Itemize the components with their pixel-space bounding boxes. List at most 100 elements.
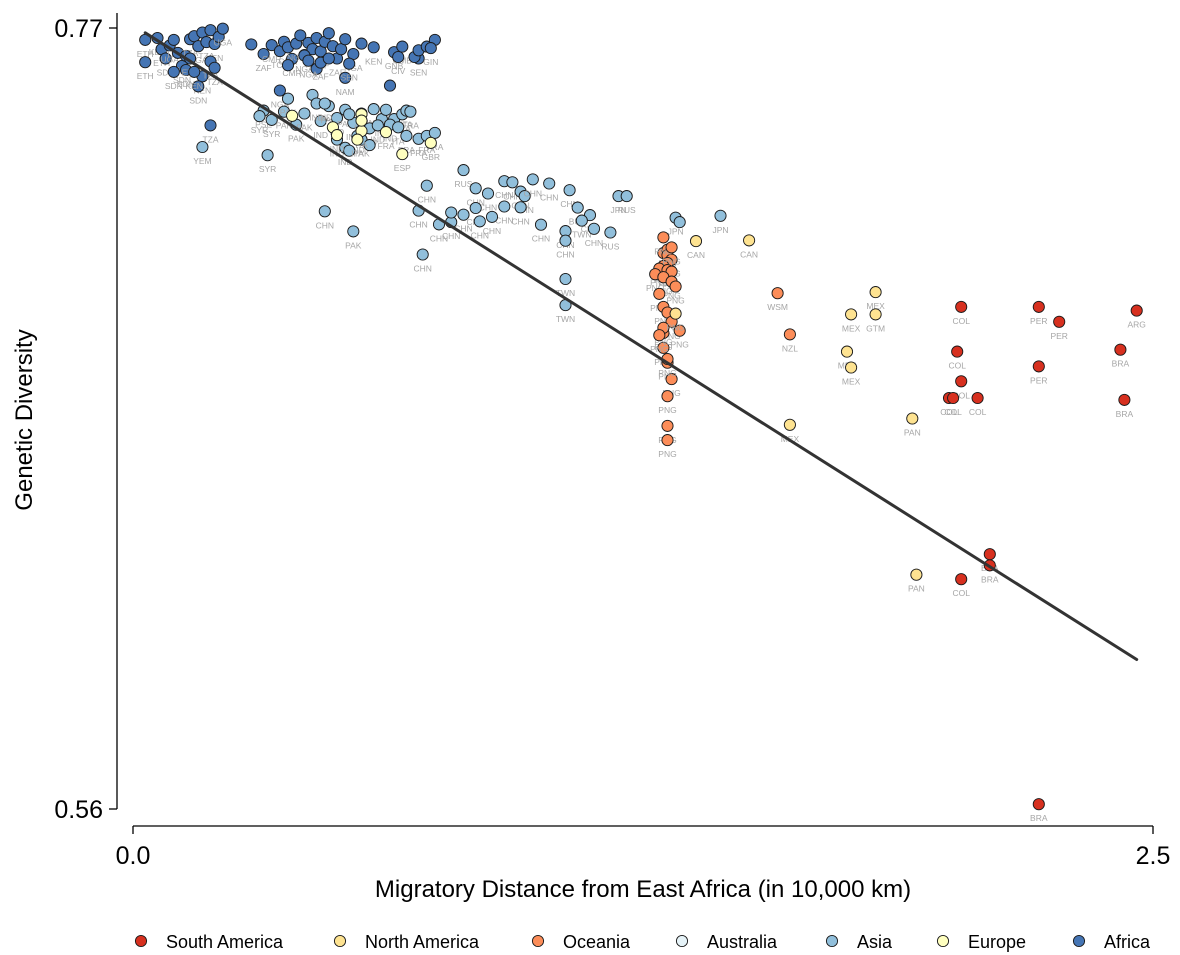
data-point [298,107,311,120]
data-point [335,43,348,56]
point-label: JPN [712,225,728,235]
point-label: SYR [251,125,268,135]
legend-item: Australia [675,932,778,952]
point-label: IND [330,144,345,154]
data-point [951,345,964,358]
point-label: NAM [336,87,355,97]
point-label: SYR [263,129,280,139]
y-tick-label: 0.77 [54,15,103,43]
point-label: CHN [585,238,603,248]
point-label: PNG [662,291,680,301]
point-label: PAK [288,134,305,144]
data-point [653,329,666,342]
data-point [559,272,572,286]
point-label: SDN [177,79,195,89]
point-label: RUS [601,242,619,252]
point-label: ZAF [256,63,272,73]
point-label: PNG [646,283,664,293]
data-point [469,201,482,215]
point-label: NZL [782,343,798,353]
point-label: ETH [153,58,170,68]
data-point [783,418,796,431]
data-point [673,216,686,229]
data-point [392,50,405,64]
point-label: ARG [1127,320,1145,330]
data-point [587,222,601,235]
point-label: ITA [400,120,413,130]
point-label: GNB [385,61,404,71]
point-label: COL [940,407,958,417]
point-label: KEN [185,81,202,91]
point-label: GIN [423,57,438,67]
legend-marker [936,934,950,948]
point-label: TZA [207,77,223,87]
y-tick-label: 0.56 [54,796,103,824]
data-point [869,308,882,321]
point-label: MEX [866,301,885,311]
data-point [424,136,437,149]
point-label: PNG [666,323,684,333]
data-point [518,190,531,203]
data-point [159,52,172,65]
data-point [245,38,258,51]
point-label: TWN [556,314,575,324]
data-point [661,390,674,403]
point-label: PAN [908,584,925,594]
data-point [265,39,278,52]
data-point [379,103,393,116]
data-point [420,179,433,192]
point-label: CHN [454,224,472,234]
point-label: GTM [866,323,885,333]
data-point [947,391,960,405]
point-label: WSM [767,302,788,312]
data-point [257,47,270,61]
data-point [371,119,384,132]
legend-item: Africa [1072,932,1151,952]
data-point [204,119,217,132]
data-point [1032,798,1045,811]
data-point [955,300,968,313]
data-point [367,41,380,54]
point-label: BRA [981,574,999,584]
data-point [343,108,356,121]
point-label: PNG [650,278,668,288]
point-label: ETH [137,71,154,81]
point-label: CHN [540,193,558,203]
point-label: BRA [1112,359,1130,369]
point-label: ITA [355,140,368,150]
legend-label: Oceania [563,932,631,952]
data-point [396,40,409,53]
data-point [469,182,482,195]
point-label: COL [952,316,970,326]
point-label: RUS [455,179,473,189]
legend-marker [333,934,347,948]
point-label: NGA [344,63,363,73]
data-point [347,225,360,238]
data-point [665,241,678,254]
point-label: PNG [666,296,684,306]
data-point [424,42,437,55]
data-point [955,573,968,586]
legend-label: Asia [857,932,893,952]
data-point [139,56,152,69]
point-label: CHN [430,233,448,243]
point-label: CMR [262,54,281,64]
data-point [485,210,499,223]
legend-label: South America [166,932,284,952]
point-label: PAK [345,240,362,250]
data-point [192,80,205,93]
data-point [404,105,417,118]
legend-marker [825,934,839,948]
data-point [906,412,919,425]
point-label: UGA [214,38,233,48]
legend: South America North America Oceania Austral… [134,932,1151,952]
data-point [457,208,470,221]
point-label: CHN [560,199,578,209]
data-point [416,248,429,261]
point-label: COL [952,588,970,598]
point-label: BRA [1116,409,1134,419]
point-label: CIV [391,66,406,76]
point-label: CHN [316,220,334,230]
